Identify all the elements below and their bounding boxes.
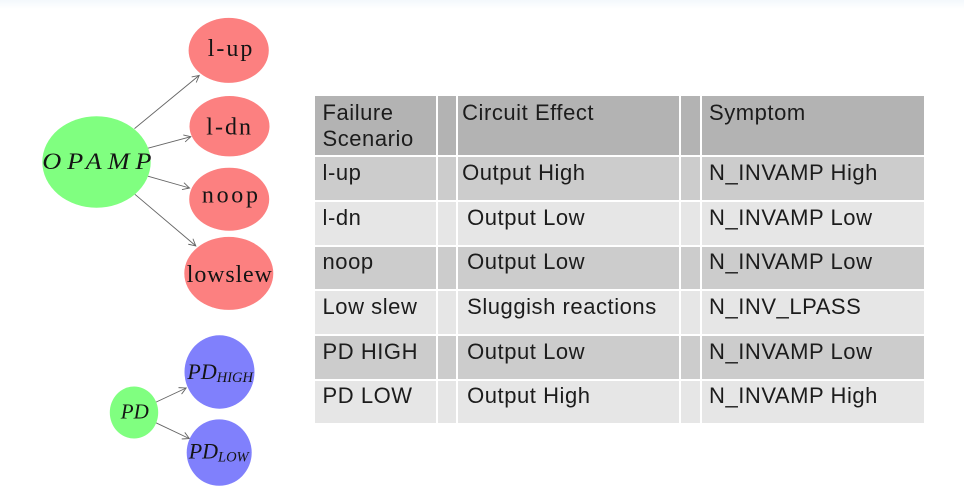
- svg-text:OPAMP: OPAMP: [42, 149, 157, 174]
- svg-text:l-up: l-up: [208, 36, 255, 62]
- svg-text:l-dn: l-dn: [206, 114, 253, 140]
- svg-text:PD: PD: [120, 400, 149, 424]
- svg-text:noop: noop: [202, 182, 261, 208]
- svg-text:lowslew: lowslew: [187, 262, 273, 288]
